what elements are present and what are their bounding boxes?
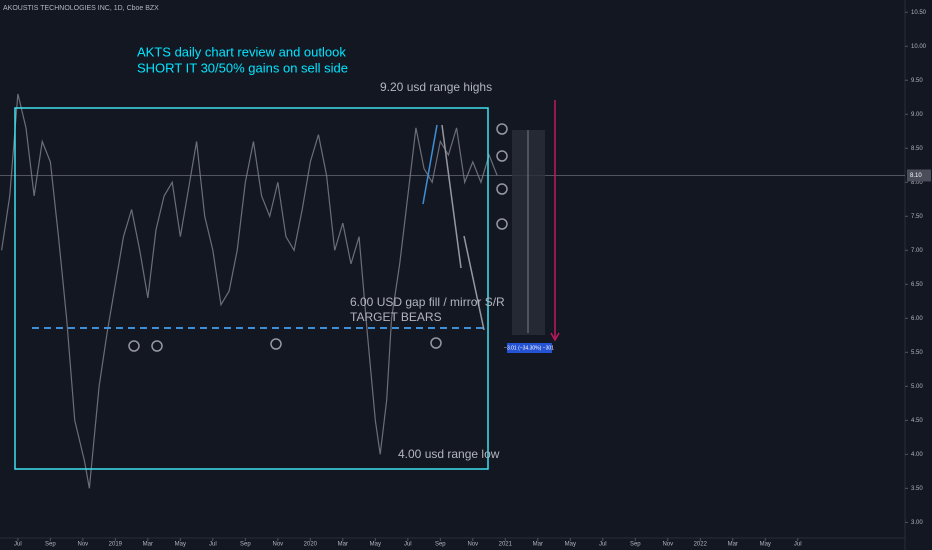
x-tick-label: 2020: [304, 542, 318, 548]
arrow-icons: [128, 123, 508, 352]
projection-down: [463, 235, 485, 331]
x-tick-label: Jul: [404, 542, 412, 548]
x-tick-label: 2022: [694, 542, 708, 548]
y-tick-label: 8.50: [911, 146, 923, 152]
x-tick-label: Nov: [78, 542, 89, 548]
title: AKTS daily chart review and outlook: [137, 44, 346, 59]
measure-label: −3.01 (−34.30%) −301: [504, 345, 554, 351]
title: SHORT IT 30/50% gains on sell side: [137, 60, 348, 75]
y-tick-label: 4.50: [911, 418, 923, 424]
y-tick-label: 7.00: [911, 248, 923, 254]
y-tick-label: 6.00: [911, 316, 923, 322]
projection-up: [422, 124, 438, 205]
y-tick-label: 3.00: [911, 520, 923, 526]
x-tick-label: Mar: [143, 542, 153, 548]
annotation: 4.00 usd range low: [398, 447, 500, 461]
y-tick-label: 5.50: [911, 350, 923, 356]
measure-label-bg: [507, 343, 552, 353]
x-tick-label: Sep: [435, 542, 446, 548]
symbol: AKOUSTIS TECHNOLOGIES INC, 1D, Cboe BZX: [3, 5, 159, 12]
x-tick-label: May: [175, 542, 186, 548]
y-tick-label: 10.50: [911, 10, 927, 16]
last-price-label: 8.10: [910, 173, 922, 179]
y-tick-label: 9.00: [911, 112, 923, 118]
price-line: [1, 93, 498, 489]
y-tick-label: 10.00: [911, 44, 927, 50]
x-tick-label: Sep: [45, 542, 56, 548]
x-tick-label: Nov: [467, 542, 478, 548]
x-tick-label: Jul: [14, 542, 22, 548]
x-tick-label: 2021: [499, 542, 513, 548]
x-tick-label: Sep: [240, 542, 251, 548]
x-tick-label: May: [370, 542, 381, 548]
y-tick-label: 4.00: [911, 452, 923, 458]
y-tick-label: 9.50: [911, 78, 923, 84]
x-tick-label: Mar: [338, 542, 348, 548]
y-tick-label: 6.50: [911, 282, 923, 288]
x-tick-label: 2019: [109, 542, 123, 548]
y-tick-label: 5.00: [911, 384, 923, 390]
y-tick-label: 8.00: [911, 180, 923, 186]
x-tick-label: May: [565, 542, 576, 548]
y-tick-label: 3.50: [911, 486, 923, 492]
projection-down: [441, 124, 462, 269]
x-tick-label: May: [760, 542, 771, 548]
x-tick-label: Jul: [599, 542, 607, 548]
last-price-tag: [907, 169, 931, 182]
annotation: 6.00 USD gap fill / mirror S/R: [350, 295, 505, 309]
x-tick-label: Jul: [209, 542, 217, 548]
red-arrowhead: [550, 332, 560, 342]
annotation: TARGET BEARS: [350, 310, 442, 324]
x-tick-label: Nov: [273, 542, 284, 548]
x-tick-label: Nov: [662, 542, 673, 548]
range-box: [14, 107, 489, 470]
annotation: 9.20 usd range highs: [380, 80, 492, 94]
y-tick-label: 7.50: [911, 214, 923, 220]
x-tick-label: Jul: [794, 542, 802, 548]
x-tick-label: Mar: [533, 542, 543, 548]
plot: [0, 93, 905, 489]
x-tick-label: Sep: [630, 542, 641, 548]
x-tick-label: Mar: [728, 542, 738, 548]
